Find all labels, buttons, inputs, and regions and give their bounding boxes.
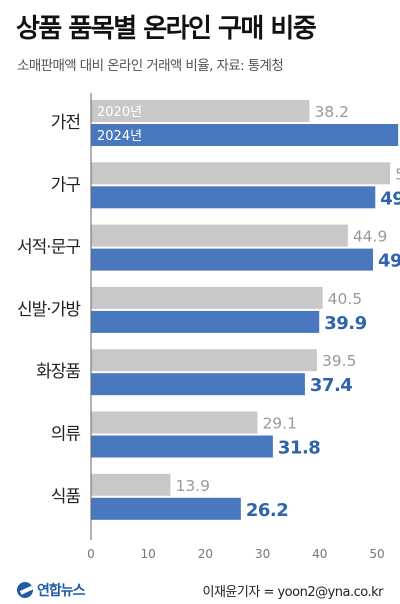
bar-2024: [91, 435, 273, 458]
x-tick-label: 0: [87, 547, 95, 561]
value-label-2024: 37.4: [310, 375, 352, 396]
bar-2020: [91, 224, 348, 247]
category-label: 화장품: [36, 362, 80, 382]
legend-2024: 2024년: [97, 129, 142, 144]
author-credit: 이재윤기자 = yoon2@yna.co.kr: [202, 585, 384, 600]
x-tick-label: 40: [312, 547, 327, 561]
bar-2020: [91, 473, 171, 496]
category-label: 의류: [51, 425, 81, 445]
category-label: 가전: [51, 113, 80, 133]
value-label-2020: 40.5: [328, 290, 363, 308]
value-label-2020: 38.2: [315, 103, 350, 121]
x-tick-label: 10: [141, 547, 156, 561]
chart-subtitle: 소매판매액 대비 온라인 거래액 비율, 자료: 통계청: [17, 58, 284, 74]
bar-2024: [91, 310, 320, 333]
bar-2024: [91, 497, 241, 520]
bar-2024: [91, 373, 305, 396]
publisher-name: 연합뉴스: [37, 583, 86, 599]
bar-2024: [91, 124, 399, 146]
publisher-logo: 연합뉴스: [17, 580, 86, 600]
legend-2020: 2020년: [97, 105, 142, 120]
bar-2020: [91, 411, 258, 434]
value-label-2020: 13.9: [176, 477, 211, 495]
x-tick-label: 30: [255, 547, 270, 561]
value-label-2024: 26.2: [246, 500, 288, 521]
bar-2020: [91, 286, 323, 309]
bar-2020: [91, 100, 310, 122]
value-label-2024: 31.8: [278, 438, 320, 459]
bar-2020: [91, 349, 317, 372]
category-label: 가구: [51, 175, 81, 195]
bar-2020: [91, 162, 391, 185]
value-label-2024: 39.9: [324, 313, 366, 334]
category-label: 신발·가방: [17, 300, 81, 320]
bar-2024: [91, 186, 376, 209]
value-label-2020: 52.3: [395, 165, 400, 183]
chart-title: 상품 품목별 온라인 구매 비중: [16, 14, 317, 44]
yonhap-logo-icon: [17, 582, 33, 598]
bar-chart: 가전2020년2024년38.253.7%가구52.349.7서적·문구44.9…: [17, 93, 400, 561]
value-label-2024: 49.3: [378, 251, 400, 272]
category-label: 서적·문구: [17, 238, 80, 258]
bar-2024: [91, 248, 373, 271]
x-tick-label: 50: [369, 547, 384, 561]
value-label-2020: 44.9: [353, 228, 388, 246]
value-label-2020: 29.1: [262, 415, 297, 433]
value-label-2020: 39.5: [322, 352, 357, 370]
x-tick-label: 20: [198, 547, 213, 561]
category-label: 식품: [51, 487, 81, 507]
value-label-2024: 49.7: [380, 188, 400, 209]
